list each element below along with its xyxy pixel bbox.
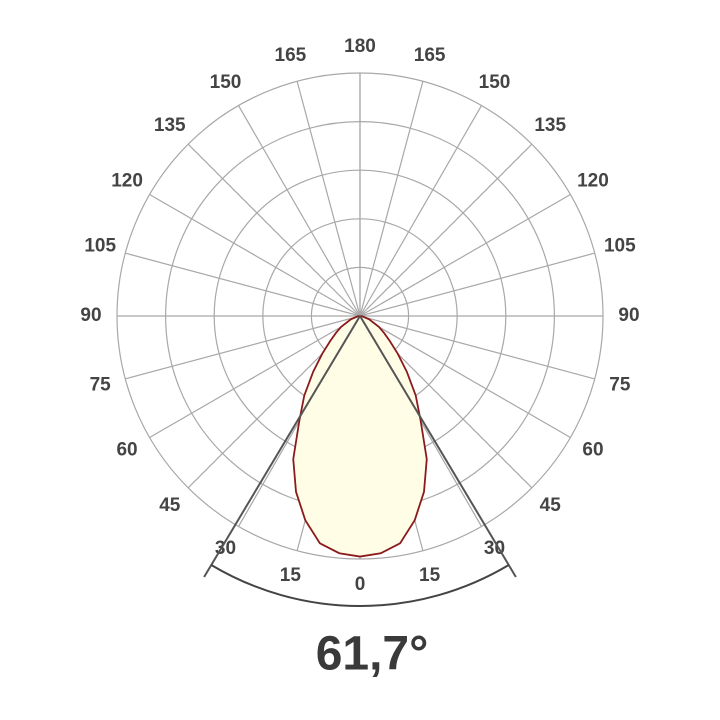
angle-label: 120 (111, 171, 143, 192)
angle-label: 165 (414, 45, 446, 66)
angle-label: 75 (609, 375, 631, 396)
angle-label: 30 (215, 538, 236, 559)
angle-label: 90 (618, 305, 639, 326)
angle-label: 150 (210, 72, 242, 93)
angle-label: 90 (80, 305, 101, 326)
angle-label: 165 (275, 45, 307, 66)
beam-angle-line (203, 315, 361, 578)
angle-label: 180 (344, 36, 376, 57)
grid-spoke (296, 81, 361, 317)
grid-spoke (359, 252, 595, 317)
angle-label: 105 (604, 235, 636, 256)
angle-label: 135 (154, 115, 186, 136)
grid-spoke (359, 143, 533, 317)
grid-spoke (359, 193, 571, 317)
grid-spoke (237, 105, 361, 317)
beam-angle-label: 61,7° (316, 628, 429, 681)
beam-curve (292, 315, 361, 558)
angle-label: 120 (577, 171, 609, 192)
grid-spoke (125, 252, 361, 317)
angle-label: 30 (484, 538, 505, 559)
angle-label: 0 (355, 574, 366, 595)
grid-spoke (149, 315, 361, 439)
beam-fill (293, 316, 360, 557)
angle-label: 15 (419, 565, 441, 586)
beam-curve (359, 315, 428, 558)
angle-label: 135 (534, 115, 566, 136)
angle-label: 60 (582, 440, 603, 461)
grid-spoke (359, 315, 595, 380)
beam-angle-line (359, 315, 517, 578)
angle-label: 45 (540, 495, 562, 516)
grid-spoke (149, 193, 361, 317)
angle-label: 150 (479, 72, 511, 93)
grid-spoke (359, 315, 571, 439)
angle-label: 45 (159, 495, 181, 516)
angle-label: 15 (280, 565, 302, 586)
beam-fill (360, 316, 427, 557)
grid-spoke (359, 105, 483, 317)
grid-spoke (187, 143, 361, 317)
angle-label: 60 (116, 440, 137, 461)
beam-angle-arc (210, 564, 510, 607)
grid-spoke (125, 315, 361, 380)
angle-label: 75 (90, 375, 112, 396)
angle-label: 105 (84, 235, 116, 256)
grid-spoke (359, 81, 424, 317)
